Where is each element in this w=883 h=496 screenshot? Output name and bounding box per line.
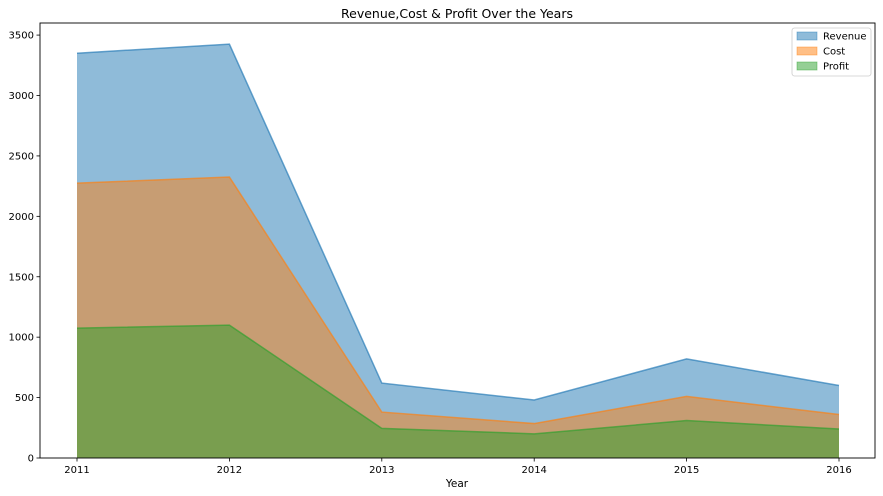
legend-swatch-revenue — [796, 31, 818, 41]
y-axis: 0 500 1000 1500 2000 2500 3000 3500 — [9, 31, 40, 465]
legend-swatch-profit — [796, 61, 818, 71]
x-tick-label: 2011 — [64, 465, 89, 476]
line-revenue — [76, 43, 840, 401]
x-tick-label: 2012 — [217, 465, 242, 476]
y-tick-label: 3500 — [9, 31, 34, 42]
y-tick-label: 2000 — [9, 212, 34, 223]
x-tick-label: 2016 — [826, 465, 851, 476]
y-tick-label: 0 — [28, 454, 34, 465]
legend-label-cost: Cost — [823, 47, 845, 58]
y-tick-label: 3000 — [9, 91, 34, 102]
x-tick-label: 2015 — [674, 465, 699, 476]
y-tick-label: 2500 — [9, 151, 34, 162]
x-axis: 2011 2012 2013 2014 2015 2016 — [64, 458, 852, 476]
y-tick-label: 1500 — [9, 272, 34, 283]
plot-areas — [76, 43, 840, 459]
legend-swatch-cost — [796, 46, 818, 56]
legend: Revenue Cost Profit — [791, 27, 872, 77]
area-profit — [77, 325, 839, 458]
y-tick-label: 1000 — [9, 333, 34, 344]
chart-title: Revenue,Cost & Profit Over the Years — [341, 6, 573, 21]
plot-frame — [39, 22, 876, 459]
x-axis-label: Year — [445, 478, 469, 490]
y-tick-label: 500 — [15, 393, 34, 404]
line-profit — [76, 324, 840, 435]
x-tick-label: 2014 — [521, 465, 546, 476]
legend-label-revenue: Revenue — [823, 32, 867, 43]
x-tick-label: 2013 — [369, 465, 394, 476]
legend-label-profit: Profit — [823, 62, 849, 73]
line-cost — [76, 176, 840, 425]
